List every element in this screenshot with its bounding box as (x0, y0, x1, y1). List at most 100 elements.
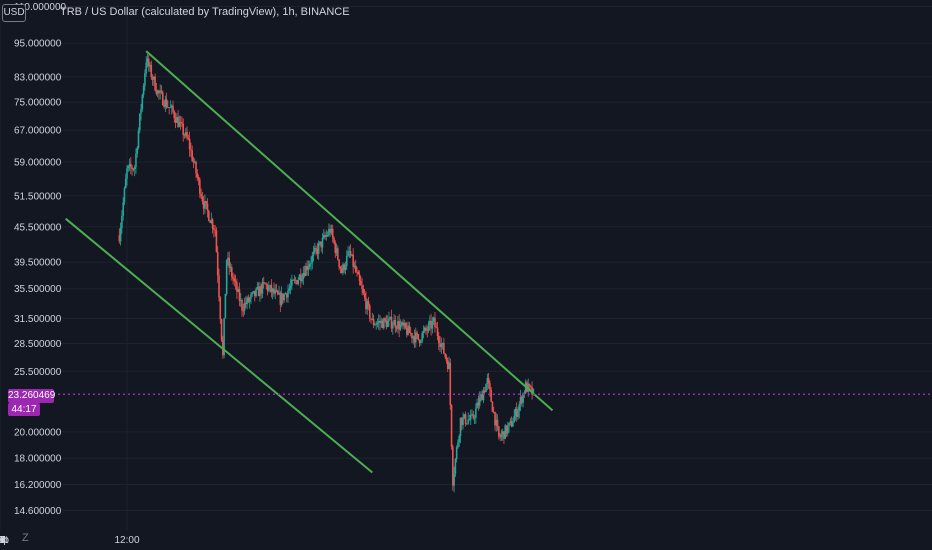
candle (483, 387, 486, 394)
candle (182, 118, 185, 142)
candle-body (398, 321, 400, 330)
candle (444, 352, 446, 359)
candle (340, 265, 343, 274)
candle-body (340, 268, 343, 273)
candle (320, 241, 323, 252)
candle-body (170, 105, 173, 108)
candle-body (367, 301, 370, 306)
candle-body (228, 257, 231, 268)
candle (515, 402, 518, 422)
candle-body (363, 293, 366, 298)
y-tick-label: 95.000000 (14, 39, 62, 50)
candle-body (207, 210, 210, 221)
candle-body (190, 149, 192, 151)
candle-body (284, 293, 287, 295)
candle (430, 313, 432, 336)
candle-body (449, 362, 452, 405)
candle-body (238, 289, 241, 301)
candle-body (448, 362, 450, 369)
candle (423, 326, 426, 334)
candle-body (223, 318, 225, 356)
candle (416, 330, 418, 340)
candle (292, 278, 294, 281)
x-tick-label: Oct (0, 535, 8, 546)
candle-body (250, 294, 252, 299)
candle-body (356, 271, 358, 273)
candle (216, 246, 219, 283)
candle-body (306, 265, 308, 270)
candle-body (496, 419, 499, 427)
candle (414, 327, 417, 348)
candle-body (384, 318, 386, 321)
candle-body (455, 447, 458, 460)
candle (457, 439, 459, 449)
candle (499, 432, 501, 442)
candle (146, 53, 149, 68)
candle-body (431, 321, 434, 329)
candle-body (345, 255, 348, 267)
candle-body (532, 388, 535, 395)
candle (322, 229, 325, 240)
candle (384, 316, 386, 323)
time-zone-icon[interactable]: Z (22, 532, 29, 544)
x-tick-label: 14 (0, 535, 6, 546)
candle (510, 416, 513, 428)
candle-body (471, 414, 473, 416)
candle (487, 372, 490, 389)
candle-body (342, 264, 344, 273)
candle-body (399, 324, 402, 330)
candle-body (348, 251, 351, 253)
candle (232, 272, 234, 285)
candle (439, 336, 441, 353)
candle (472, 411, 475, 421)
candle-body (501, 431, 504, 435)
candle-body (335, 248, 338, 254)
candle-body (270, 284, 273, 293)
candle-body (400, 322, 403, 325)
candle (375, 320, 377, 330)
candle-body (454, 459, 457, 474)
candle (294, 276, 297, 285)
candle-body (353, 265, 356, 267)
y-tick-label: 110.000000 (14, 2, 67, 13)
candle (132, 167, 135, 172)
candle (187, 134, 190, 141)
candle (131, 164, 133, 176)
candle (163, 100, 165, 109)
y-tick-label: 39.500000 (14, 258, 62, 269)
currency-label[interactable]: USD (2, 4, 26, 22)
candle-body (257, 286, 260, 297)
candle (207, 209, 210, 222)
y-tick-label: 31.500000 (14, 314, 62, 325)
candle (164, 95, 167, 113)
candle (284, 291, 287, 295)
candle-body (457, 442, 459, 448)
candle-body (182, 123, 185, 136)
candle-body (292, 279, 294, 281)
candle-body (201, 196, 204, 202)
candle-body (225, 260, 228, 294)
candle (297, 277, 300, 286)
candle (307, 260, 310, 276)
candle-body (265, 284, 268, 286)
candle (422, 325, 425, 339)
candle-body (266, 285, 269, 291)
candle (183, 133, 186, 139)
candle (518, 401, 521, 419)
candle-body (305, 265, 307, 276)
candle (199, 177, 201, 198)
candle (453, 466, 455, 493)
candle (321, 233, 324, 254)
y-tick-label: 16.200000 (14, 480, 62, 491)
candle (380, 317, 383, 328)
candle (363, 288, 366, 301)
candle (279, 290, 282, 312)
candle (278, 285, 280, 295)
candle-body (302, 272, 305, 280)
candle-body (423, 327, 426, 331)
countdown-badge: 44:17 (8, 403, 40, 416)
candle (467, 412, 469, 425)
candle (161, 90, 164, 106)
